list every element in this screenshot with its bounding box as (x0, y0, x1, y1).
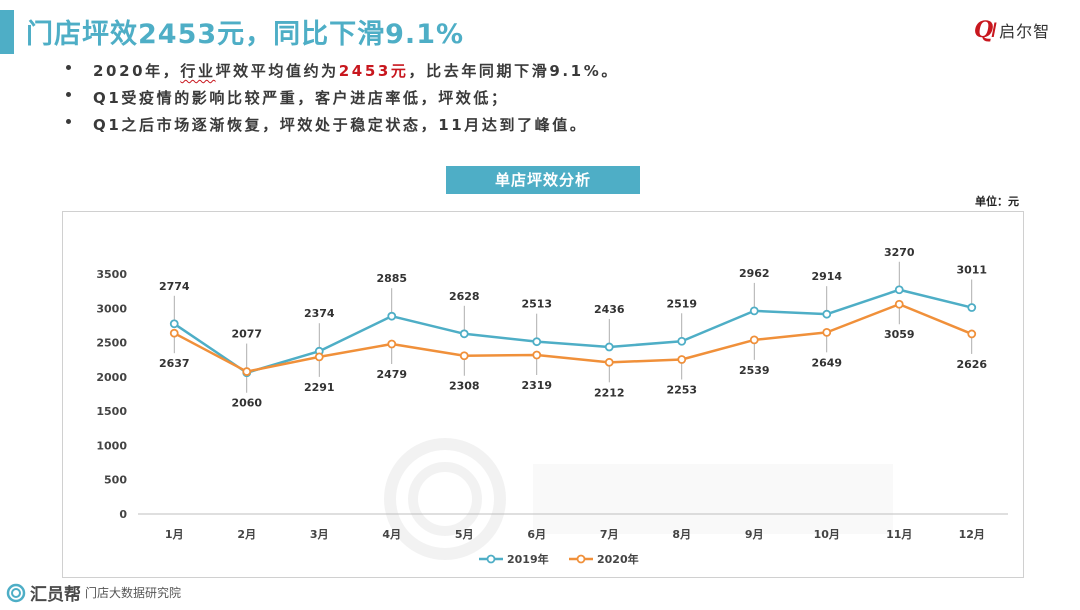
brand-logo: Q ǀ 启尔智 (974, 18, 1050, 42)
data-label: 2626 (956, 358, 987, 371)
data-label: 2962 (739, 267, 770, 280)
data-label: 3270 (884, 246, 915, 259)
data-point (314, 352, 324, 362)
footer: 汇员帮 门店大数据研究院 (6, 580, 181, 605)
x-tick-label: 5月 (455, 528, 474, 541)
data-label: 2212 (594, 386, 625, 399)
footer-logo-icon (6, 583, 26, 602)
data-point (604, 357, 614, 367)
x-tick-label: 6月 (527, 528, 546, 541)
data-label: 2774 (159, 280, 190, 293)
bullet-text: 2020年，行业坪效平均值约为2453元，比去年同期下滑9.1%。 (93, 60, 619, 81)
data-label: 2060 (231, 397, 262, 410)
unit-label: 单位：元 (975, 195, 1019, 208)
data-point (894, 299, 904, 309)
x-tick-label: 1月 (165, 528, 184, 541)
data-label: 2519 (666, 297, 697, 310)
bullet-text: Q1之后市场逐渐恢复，坪效处于稳定状态，11月达到了峰值。 (93, 116, 588, 134)
data-point (169, 328, 179, 338)
logo-text: 启尔智 (999, 22, 1051, 41)
legend-marker (486, 554, 496, 564)
data-point (967, 303, 977, 312)
bullet-text-segment: ，比去年同期下滑9.1%。 (408, 62, 619, 80)
y-tick-label: 2500 (96, 337, 127, 350)
data-point (894, 285, 904, 295)
chart-container: 0 500 1000 1500 2000 2500 3000 3500 1月 2月 3月 4月 5月 6月… (62, 211, 1024, 578)
data-label: 2436 (594, 303, 625, 316)
data-point (749, 306, 759, 316)
logo-mark-bar: ǀ (991, 18, 998, 42)
data-point (459, 329, 469, 339)
data-label: 3011 (956, 264, 987, 277)
data-point (604, 342, 614, 352)
data-label: 2319 (521, 379, 552, 392)
x-tick-label: 11月 (886, 528, 912, 541)
series-line-2019年 (173, 288, 973, 374)
bullet-text-segment: 坪效平均值约为 (215, 62, 339, 80)
data-point (242, 367, 252, 376)
legend-label: 2019年 (507, 552, 549, 566)
data-label: 2308 (449, 380, 480, 393)
y-tick-label: 0 (119, 508, 127, 521)
data-label: 2374 (304, 307, 335, 320)
y-tick-label: 1500 (96, 405, 127, 418)
footer-brand: 汇员帮 (30, 585, 81, 605)
bullet-dot (66, 65, 71, 70)
data-point (822, 327, 832, 337)
data-point (677, 355, 687, 364)
data-label: 2649 (811, 356, 842, 369)
y-tick-label: 500 (104, 474, 127, 487)
x-tick-label: 7月 (600, 528, 619, 541)
x-tick-label: 12月 (959, 528, 985, 541)
chart-title: 单店坪效分析 (446, 166, 640, 194)
y-tick-label: 2000 (96, 371, 127, 384)
data-point (677, 336, 687, 346)
bullet-text: Q1受疫情的影响比较严重，客户进店率低，坪效低； (93, 89, 509, 107)
footer-text: 门店大数据研究院 (85, 586, 182, 600)
y-tick-label: 1000 (96, 439, 127, 452)
bullet-dot (66, 92, 71, 97)
bullet-dot (66, 119, 71, 124)
series-line-2020年 (173, 302, 973, 373)
data-label: 3059 (884, 328, 915, 341)
legend-label: 2020年 (597, 552, 639, 566)
x-tick-label: 9月 (745, 528, 764, 541)
data-label: 2539 (739, 364, 770, 377)
bullet-text-segment: 2020年， (93, 62, 181, 80)
data-point (749, 335, 759, 345)
y-tick-label: 3500 (96, 268, 127, 281)
data-point (532, 337, 542, 347)
data-label: 2513 (521, 298, 552, 311)
line-chart: 0 500 1000 1500 2000 2500 3000 3500 1月 2月 3月 4月 5月 6月… (96, 246, 1008, 566)
data-label: 2479 (376, 368, 407, 381)
y-tick-label: 3000 (96, 302, 127, 315)
x-tick-label: 10月 (814, 528, 840, 541)
title-accent-bar (0, 10, 14, 54)
data-label: 2077 (231, 328, 262, 341)
data-point (387, 339, 397, 349)
data-point (532, 350, 542, 360)
data-point (169, 319, 179, 329)
data-point (822, 309, 832, 319)
data-point (967, 329, 977, 339)
data-label: 2291 (304, 381, 335, 394)
data-label: 2885 (376, 272, 407, 285)
data-label: 2637 (159, 357, 190, 370)
data-label: 2914 (811, 270, 842, 283)
data-point (459, 351, 469, 361)
bullet-highlight-value: 2453元 (338, 62, 409, 80)
data-label: 2628 (449, 290, 480, 303)
logo-mark: Q (974, 17, 994, 43)
x-tick-label: 2月 (237, 528, 256, 541)
page-title: 门店坪效2453元，同比下滑9.1% (26, 19, 465, 50)
data-label: 2253 (666, 384, 697, 397)
x-tick-label: 3月 (310, 528, 329, 541)
x-tick-label: 8月 (672, 528, 691, 541)
data-point (387, 311, 397, 321)
x-tick-label: 4月 (382, 528, 401, 541)
legend-marker (576, 554, 586, 564)
bullet-text-squiggle: 行业 (180, 62, 216, 80)
